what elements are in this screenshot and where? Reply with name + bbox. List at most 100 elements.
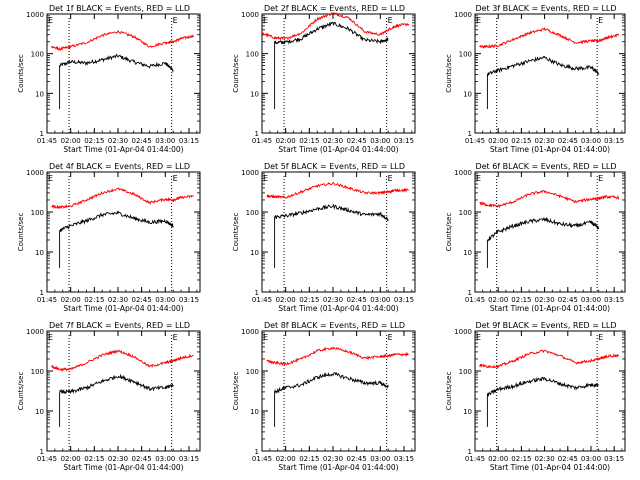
lld-series-line — [51, 29, 195, 52]
y-tick-label: 10 — [250, 90, 259, 98]
x-tick-label: 01:45 — [252, 137, 272, 145]
y-axis-label: Counts/sec — [232, 54, 240, 93]
lld-series-line — [479, 349, 619, 369]
y-tick-label: 1000 — [26, 328, 44, 336]
panel-title: Det 5f BLACK = Events, RED = LLD — [264, 162, 405, 171]
event-marker-label: E — [388, 174, 393, 183]
panel-title: Det 8f BLACK = Events, RED = LLD — [264, 321, 405, 330]
y-tick-label: 100 — [246, 368, 259, 376]
y-axis-label: Counts/sec — [445, 54, 453, 93]
x-tick-label: 02:30 — [534, 296, 554, 304]
y-tick-label: 1000 — [26, 11, 44, 19]
y-tick-label: 1 — [255, 130, 259, 138]
panel-title: Det 6f BLACK = Events, RED = LLD — [475, 162, 616, 171]
event-marker-label: E — [173, 333, 178, 342]
x-tick-label: 01:45 — [465, 137, 485, 145]
x-tick-label: 02:15 — [299, 137, 319, 145]
x-tick-label: 02:45 — [558, 455, 578, 463]
x-axis-label: Start Time (01-Apr-04 01:44:00) — [490, 463, 610, 472]
x-tick-label: 03:15 — [604, 137, 624, 145]
y-axis-label: Counts/sec — [232, 372, 240, 411]
events-series-line — [486, 216, 600, 268]
plot-frame — [474, 13, 626, 134]
x-tick-label: 03:15 — [604, 296, 624, 304]
x-tick-label: 01:45 — [37, 455, 57, 463]
y-tick-label: 10 — [250, 408, 259, 416]
event-marker-label: E — [173, 16, 178, 25]
y-tick-label: 100 — [459, 51, 472, 59]
x-tick-label: 03:15 — [179, 455, 199, 463]
event-marker-label: E — [476, 333, 481, 342]
x-tick-label: 02:45 — [132, 296, 152, 304]
plot-frame — [261, 13, 416, 134]
lld-series-line — [261, 11, 410, 41]
x-axis-label: Start Time (01-Apr-04 01:44:00) — [490, 145, 610, 154]
event-marker-label: E — [48, 16, 53, 25]
event-marker-label: E — [263, 174, 268, 183]
event-marker-label: E — [173, 174, 178, 183]
events-series-line — [274, 203, 389, 268]
y-tick-label: 10 — [35, 90, 44, 98]
y-tick-label: 1000 — [241, 11, 259, 19]
y-tick-label: 1000 — [454, 328, 472, 336]
x-tick-label: 02:30 — [108, 455, 128, 463]
x-tick-label: 03:00 — [581, 137, 601, 145]
x-tick-label: 03:15 — [394, 455, 414, 463]
x-tick-label: 01:45 — [465, 455, 485, 463]
events-series-line — [274, 371, 389, 427]
y-axis-label: Counts/sec — [17, 372, 25, 411]
y-axis-label: Counts/sec — [17, 54, 25, 93]
plot-frame — [46, 13, 201, 134]
x-axis-label: Start Time (01-Apr-04 01:44:00) — [278, 304, 398, 313]
event-marker-label: E — [48, 174, 53, 183]
x-tick-label: 01:45 — [37, 137, 57, 145]
y-tick-label: 10 — [463, 249, 472, 257]
x-tick-label: 03:15 — [394, 296, 414, 304]
panel-det-7: Det 7f BLACK = Events, RED = LLD 1 10 100 10… — [17, 321, 201, 472]
event-marker-label: E — [388, 16, 393, 25]
lld-series-line — [51, 349, 194, 373]
x-tick-label: 02:15 — [84, 296, 104, 304]
panel-title: Det 9f BLACK = Events, RED = LLD — [475, 321, 616, 330]
events-series-line — [59, 53, 174, 110]
x-axis-label: Start Time (01-Apr-04 01:44:00) — [278, 145, 398, 154]
x-tick-label: 02:45 — [132, 455, 152, 463]
panel-det-2: Det 2f BLACK = Events, RED = LLD 1 10 100 10… — [232, 4, 416, 154]
event-marker-label: E — [598, 16, 603, 25]
x-tick-label: 02:00 — [276, 296, 296, 304]
x-tick-label: 02:30 — [323, 137, 343, 145]
x-tick-label: 02:45 — [347, 137, 367, 145]
y-axis-label: Counts/sec — [17, 213, 25, 252]
event-marker-label: E — [388, 333, 393, 342]
x-tick-label: 02:30 — [323, 455, 343, 463]
y-tick-label: 1 — [40, 289, 44, 297]
panel-det-4: Det 4f BLACK = Events, RED = LLD 1 10 100 10… — [17, 162, 201, 313]
x-tick-label: 03:00 — [155, 296, 175, 304]
y-tick-label: 1000 — [241, 169, 259, 177]
lld-series-line — [479, 26, 620, 49]
plot-frame — [46, 171, 201, 293]
plot-frame — [261, 330, 416, 452]
y-tick-label: 10 — [463, 90, 472, 98]
panel-det-9: Det 9f BLACK = Events, RED = LLD 1 10 100 10… — [445, 321, 626, 472]
events-series-line — [59, 373, 174, 427]
x-axis-label: Start Time (01-Apr-04 01:44:00) — [63, 304, 183, 313]
x-tick-label: 02:30 — [323, 296, 343, 304]
plot-frame — [474, 171, 626, 293]
x-tick-label: 02:00 — [61, 296, 81, 304]
panel-title: Det 4f BLACK = Events, RED = LLD — [49, 162, 190, 171]
panel-title: Det 3f BLACK = Events, RED = LLD — [475, 4, 616, 13]
plot-frame — [261, 171, 416, 293]
x-tick-label: 03:00 — [370, 137, 390, 145]
x-tick-label: 02:30 — [534, 137, 554, 145]
x-tick-label: 03:00 — [581, 296, 601, 304]
events-series-line — [59, 210, 174, 268]
x-tick-label: 02:45 — [558, 137, 578, 145]
lld-series-line — [479, 189, 620, 209]
y-tick-label: 10 — [35, 408, 44, 416]
x-tick-label: 02:00 — [61, 137, 81, 145]
y-axis-label: Counts/sec — [232, 213, 240, 252]
x-tick-label: 02:15 — [511, 137, 531, 145]
x-tick-label: 03:15 — [394, 137, 414, 145]
x-tick-label: 03:00 — [155, 137, 175, 145]
